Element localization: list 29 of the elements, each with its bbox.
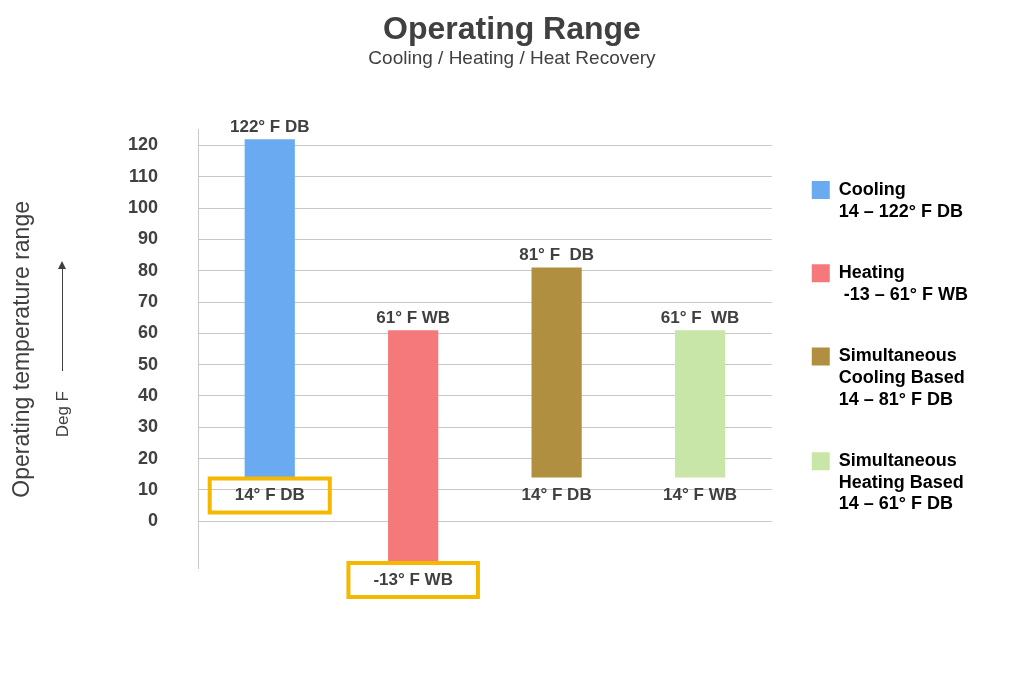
- text: Deg F: [53, 390, 73, 438]
- annotation: 14° F DB: [521, 485, 592, 505]
- y-tick-label: 100: [127, 197, 159, 218]
- y-tick-label: 30: [138, 416, 159, 437]
- chart-title: Operating Range: [382, 10, 642, 47]
- annotation: 14° F WB: [663, 485, 737, 505]
- legend-label: Simultaneous Cooling Based 14 – 81° F DB: [838, 345, 965, 409]
- legend-label: Cooling 14 – 122° F DB: [838, 178, 964, 221]
- annotation: 81° F DB: [519, 245, 595, 265]
- y-tick-label: 0: [148, 510, 159, 531]
- y-axis-title: Operating temperature range: [8, 200, 35, 498]
- annotation: 122° F DB: [229, 116, 310, 136]
- legend-label: Heating -13 – 61° F WB: [838, 262, 968, 304]
- legend-label: Simultaneous Heating Based 14 – 61° F DB: [838, 450, 964, 514]
- annotation: -13° F WB: [373, 569, 453, 589]
- y-tick-label: 80: [138, 259, 159, 280]
- chart-subtitle: Cooling / Heating / Heat Recovery: [367, 47, 657, 69]
- y-tick-label: 40: [138, 384, 159, 405]
- y-tick-label: 70: [138, 291, 159, 311]
- annotation: 14° F DB: [234, 485, 305, 505]
- y-tick-label: 110: [128, 165, 159, 186]
- annotation: 61° F WB: [660, 307, 740, 327]
- annotation: 61° F WB: [376, 307, 451, 327]
- y-tick-label: 50: [138, 353, 159, 374]
- y-tick-label: 10: [138, 478, 159, 499]
- y-tick-label: 20: [138, 447, 159, 468]
- y-tick-label: 90: [138, 228, 159, 249]
- y-tick-label: 120: [127, 134, 159, 155]
- y-tick-label: 60: [138, 322, 159, 343]
